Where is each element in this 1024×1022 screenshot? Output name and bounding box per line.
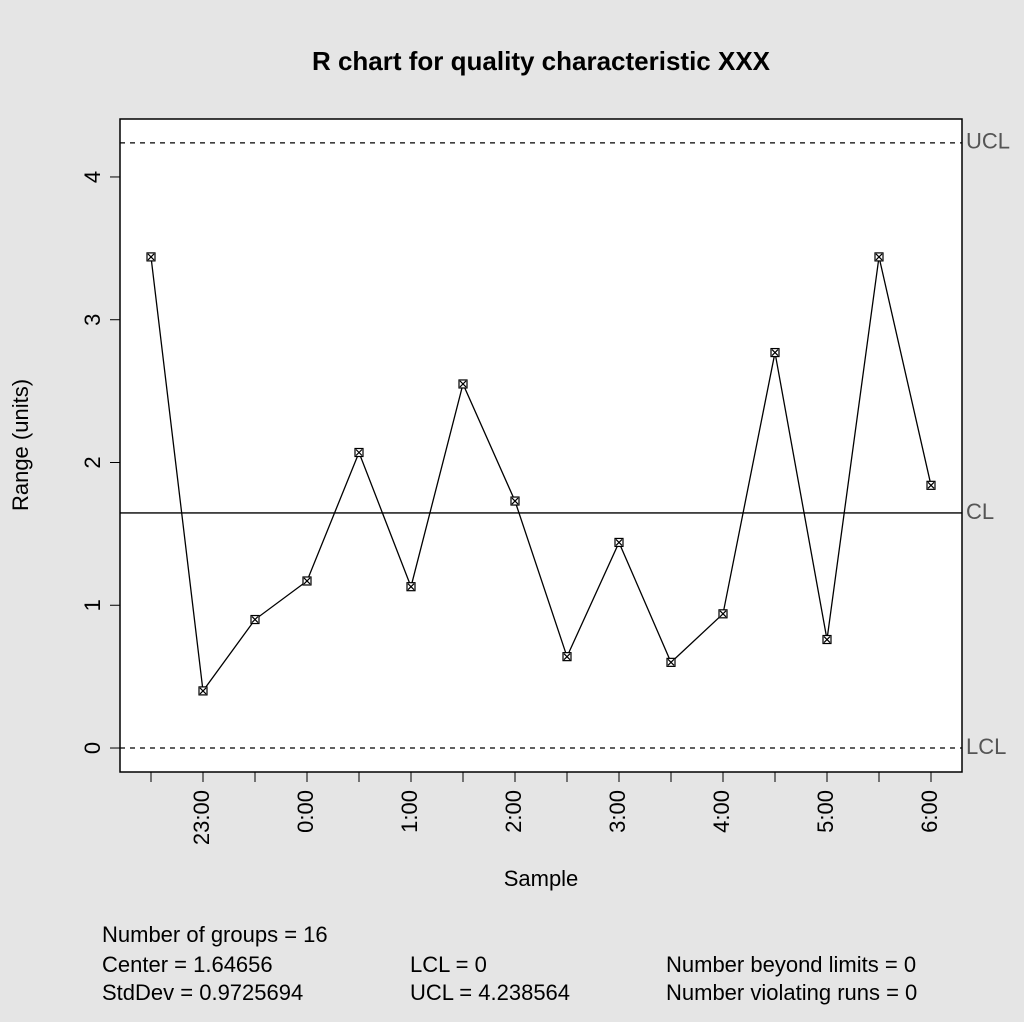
y-tick-label: 0 <box>80 742 105 754</box>
y-axis-title: Range (units) <box>8 379 33 511</box>
data-point-cross <box>251 616 259 623</box>
data-point-cross <box>875 253 883 261</box>
data-point-cross <box>771 349 779 356</box>
y-tick-label: 3 <box>80 314 105 326</box>
chart-title: R chart for quality characteristic XXX <box>312 46 771 76</box>
x-axis-title: Sample <box>504 866 579 891</box>
data-point-cross <box>199 687 207 695</box>
data-point-cross <box>563 653 571 661</box>
x-tick-label: 4:00 <box>709 790 734 833</box>
x-tick-label: 2:00 <box>501 790 526 833</box>
y-tick-label: 1 <box>80 599 105 611</box>
data-line <box>150 256 932 693</box>
plot-area <box>119 118 963 773</box>
x-tick-label: 0:00 <box>293 790 318 833</box>
data-point-cross <box>355 449 363 456</box>
data-point-cross <box>927 481 935 489</box>
control-limit-label: UCL <box>966 129 1010 154</box>
summary-stat: Number of groups = 16 <box>102 922 328 947</box>
summary-stat: Number beyond limits = 0 <box>666 952 916 977</box>
data-point-cross <box>459 380 467 388</box>
summary-stat: StdDev = 0.9725694 <box>102 980 303 1005</box>
x-tick-label: 23:00 <box>189 790 214 845</box>
summary-stat: UCL = 4.238564 <box>410 980 570 1005</box>
x-tick-label: 1:00 <box>397 790 422 833</box>
data-point-cross <box>719 610 727 618</box>
x-tick-label: 5:00 <box>813 790 838 833</box>
control-limit-label: CL <box>966 499 994 524</box>
data-point-cross <box>407 583 415 591</box>
y-tick-label: 2 <box>80 456 105 468</box>
data-point-cross <box>823 636 831 643</box>
data-point-cross <box>147 253 155 261</box>
x-tick-label: 3:00 <box>605 790 630 833</box>
data-point-cross <box>615 539 623 546</box>
control-limit-label: LCL <box>966 734 1006 759</box>
data-point-cross <box>511 497 519 505</box>
data-point-cross <box>303 577 311 585</box>
y-tick-label: 4 <box>80 171 105 183</box>
summary-stat: Center = 1.64656 <box>102 952 273 977</box>
summary-stat: Number violating runs = 0 <box>666 980 917 1005</box>
data-point-cross <box>667 658 675 666</box>
summary-stat: LCL = 0 <box>410 952 487 977</box>
x-tick-label: 6:00 <box>917 790 942 833</box>
